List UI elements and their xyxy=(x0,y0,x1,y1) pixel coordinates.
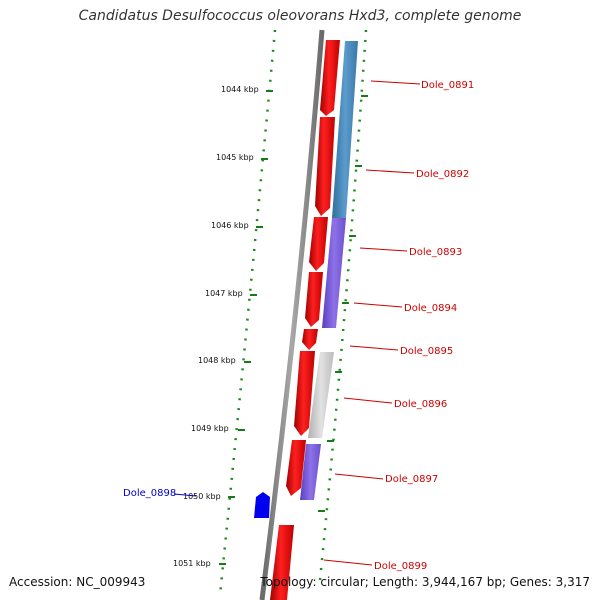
forward-gene-track xyxy=(270,40,340,600)
cog-bar-purple-2 xyxy=(300,444,321,500)
ruler-tick-marks xyxy=(219,90,273,565)
gene-label-dole-0898[interactable]: Dole_0898 xyxy=(123,488,176,499)
leader-line xyxy=(323,559,373,566)
gene-labels: Dole_0891 Dole_0892 Dole_0893 Dole_0894 … xyxy=(123,80,474,572)
genome-backbone xyxy=(259,29,325,600)
gene-label-dole-0895[interactable]: Dole_0895 xyxy=(400,346,453,357)
cog-bar-purple xyxy=(322,218,346,328)
ruler-label-1047: 1047 kbp xyxy=(205,289,243,298)
leader-line xyxy=(365,169,415,174)
genome-stats-label: Topology: circular; Length: 3,944,167 bp… xyxy=(260,575,590,589)
gene-label-dole-0897[interactable]: Dole_0897 xyxy=(385,474,438,485)
cog-track xyxy=(300,41,358,500)
ruler-label-1045: 1045 kbp xyxy=(216,153,254,162)
ruler-label-1050: 1050 kbp xyxy=(183,492,221,501)
ruler-label-1049: 1049 kbp xyxy=(191,424,229,433)
ruler-label-1051: 1051 kbp xyxy=(173,559,211,568)
leader-line xyxy=(353,302,403,308)
leader-line xyxy=(334,473,384,480)
leader-lines xyxy=(173,80,421,566)
ruler-label-1044: 1044 kbp xyxy=(221,85,259,94)
gene-arrow-dole-0891[interactable] xyxy=(320,40,340,116)
leader-line xyxy=(343,397,393,404)
gene-arrow-dole-0894[interactable] xyxy=(305,272,323,327)
leader-line-reverse xyxy=(173,493,197,497)
cog-bar-gray xyxy=(308,352,334,438)
leader-line xyxy=(370,80,421,85)
accession-label: Accession: NC_009943 xyxy=(9,575,146,589)
gene-label-dole-0894[interactable]: Dole_0894 xyxy=(404,303,457,314)
gene-label-dole-0892[interactable]: Dole_0892 xyxy=(416,169,469,180)
leader-line xyxy=(349,345,399,351)
gene-label-dole-0893[interactable]: Dole_0893 xyxy=(409,247,462,258)
gene-label-dole-0899[interactable]: Dole_0899 xyxy=(374,561,427,572)
ruler-label-1046: 1046 kbp xyxy=(211,221,249,230)
outer-ring-ticks xyxy=(318,95,368,512)
gene-label-dole-0891[interactable]: Dole_0891 xyxy=(421,80,474,91)
cog-bar-blue xyxy=(332,41,358,218)
ruler-label-1048: 1048 kbp xyxy=(198,356,236,365)
leader-line xyxy=(359,247,408,252)
gene-arrow-dole-0892[interactable] xyxy=(315,117,335,216)
gene-label-dole-0896[interactable]: Dole_0896 xyxy=(394,399,447,410)
gene-arrow-dole-0893[interactable] xyxy=(309,217,328,271)
gene-arrow-dole-0898[interactable] xyxy=(254,492,270,518)
gene-arrow-dole-0897[interactable] xyxy=(286,440,306,496)
gene-arrow-dole-0896[interactable] xyxy=(294,351,315,436)
gene-arrow-dole-0899[interactable] xyxy=(270,525,294,600)
ruler-labels: 1044 kbp 1045 kbp 1046 kbp 1047 kbp 1048… xyxy=(173,85,259,568)
gene-arrow-dole-0895[interactable] xyxy=(302,329,318,350)
genome-title: Candidatus Desulfococcus oleovorans Hxd3… xyxy=(78,8,522,24)
